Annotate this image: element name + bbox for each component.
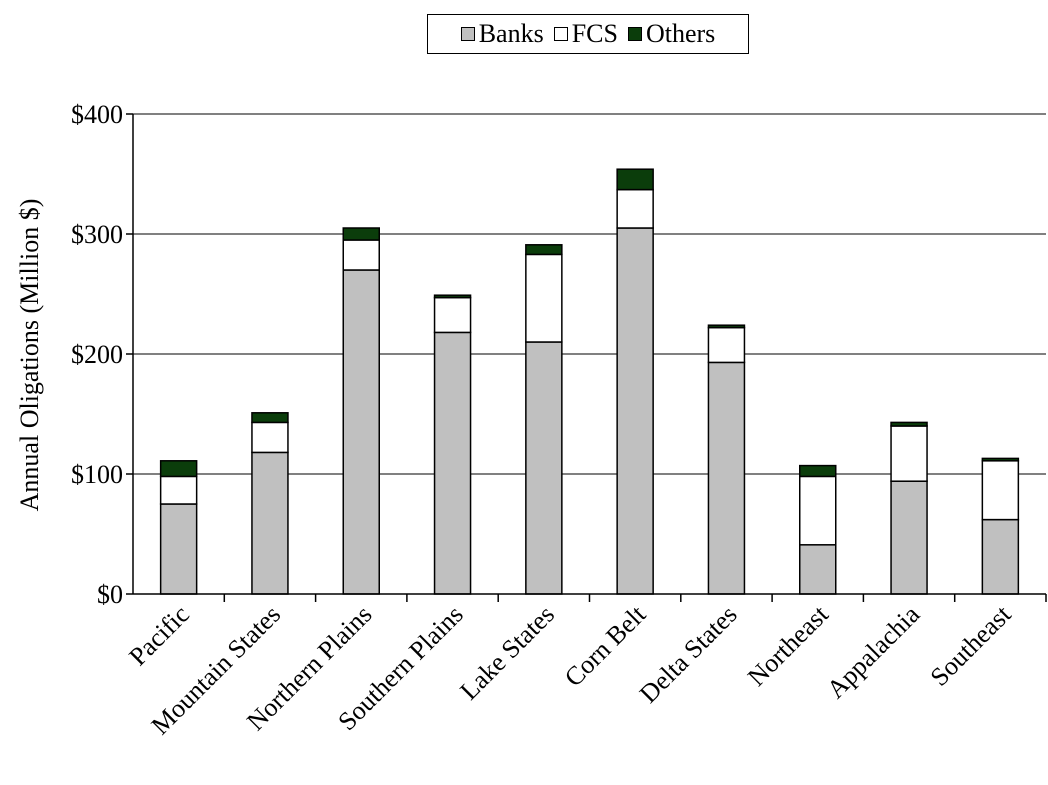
bar-segment-others <box>890 421 928 427</box>
y-tick-label: $400 <box>71 100 123 129</box>
y-axis-title: Annual Oligations (Million $) <box>15 199 44 512</box>
bar-segment-others <box>159 460 198 478</box>
y-tick-label: $200 <box>71 340 123 369</box>
x-tick-label: Corn Belt <box>559 599 652 692</box>
bar-segment-banks <box>342 269 380 595</box>
bar-segment-others <box>616 168 654 191</box>
legend-item-others: Others <box>627 19 716 49</box>
legend-swatch-others <box>627 27 642 41</box>
x-tick-label: Southeast <box>925 599 1018 692</box>
bar-segment-others <box>342 227 380 241</box>
bar-segment-banks <box>981 518 1020 595</box>
bar-segment-banks <box>707 361 746 595</box>
x-tick-label: Northeast <box>742 599 835 692</box>
bar-segment-banks <box>159 503 198 595</box>
bar-segment-others <box>525 244 563 256</box>
bar-segment-others <box>981 457 1020 462</box>
y-tick-label: $0 <box>97 580 123 609</box>
axes <box>126 113 1047 602</box>
bar-segment-fcs <box>616 188 654 229</box>
legend-swatch-banks <box>460 27 475 41</box>
bar-segment-fcs <box>251 421 289 454</box>
bar-segment-fcs <box>890 425 928 482</box>
bar-segment-banks <box>890 480 928 595</box>
bar-segment-banks <box>433 331 472 595</box>
bar-segment-banks <box>525 341 563 595</box>
x-tick-label: Appalachia <box>821 599 926 704</box>
x-tick-label: Pacific <box>123 600 195 672</box>
bar-segment-fcs <box>707 326 746 364</box>
bars <box>159 168 1020 595</box>
bar-segment-others <box>251 412 289 424</box>
legend-swatch-fcs <box>553 27 568 41</box>
bar-segment-fcs <box>159 475 198 505</box>
bar-segment-banks <box>799 544 837 595</box>
x-tick-label: Delta States <box>634 600 743 709</box>
x-tick-label: Lake States <box>454 600 560 706</box>
bar-segment-fcs <box>525 253 563 343</box>
bar-segment-banks <box>251 451 289 595</box>
legend-label-others: Others <box>645 19 716 48</box>
bar-segment-others <box>433 294 472 299</box>
legend-item-banks: Banks <box>460 19 544 49</box>
bar-segment-others <box>799 464 837 478</box>
bar-segment-fcs <box>433 296 472 334</box>
bar-segment-fcs <box>981 460 1020 521</box>
legend-label-fcs: FCS <box>571 19 618 48</box>
y-tick-label: $300 <box>71 220 123 249</box>
y-tick-label: $100 <box>71 460 123 489</box>
legend: Banks FCS Others <box>427 14 749 54</box>
bar-segment-others <box>707 324 746 329</box>
legend-label-banks: Banks <box>478 19 544 48</box>
bar-segment-banks <box>616 227 654 595</box>
bar-segment-fcs <box>799 475 837 546</box>
bar-segment-fcs <box>342 239 380 271</box>
legend-item-fcs: FCS <box>553 19 618 49</box>
